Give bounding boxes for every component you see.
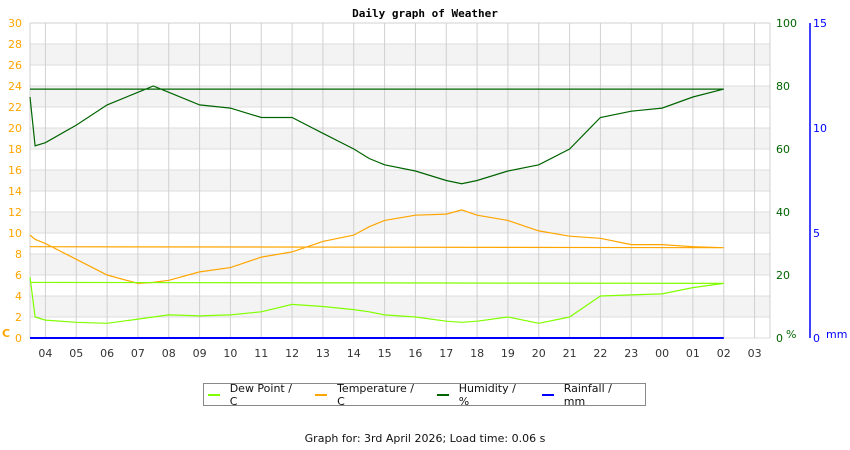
y-humidity-tick-label: 80 — [776, 80, 790, 93]
y-left-tick-label: 0 — [15, 332, 22, 345]
y-left-tick-label: 12 — [8, 206, 22, 219]
legend-label: Humidity / % — [458, 381, 516, 408]
legend-swatch — [315, 393, 328, 396]
x-tick-label: 15 — [378, 347, 392, 360]
grid-band — [30, 86, 770, 107]
x-tick-label: 00 — [655, 347, 669, 360]
y-rain-unit: mm — [826, 328, 847, 341]
x-tick-label: 09 — [193, 347, 207, 360]
grid-band — [30, 212, 770, 233]
legend-label: Dew Point / C — [229, 381, 292, 408]
x-tick-label: 13 — [316, 347, 330, 360]
y-humidity-tick-label: 60 — [776, 143, 790, 156]
x-tick-label: 11 — [254, 347, 268, 360]
x-tick-label: 21 — [563, 347, 577, 360]
legend: Dew Point / C Temperature / C Humidity / %… — [203, 382, 646, 408]
y-left-tick-label: 14 — [8, 185, 22, 198]
x-tick-label: 04 — [38, 347, 52, 360]
y-rain-tick-label: 15 — [813, 17, 827, 30]
y-left-tick-label: 22 — [8, 101, 22, 114]
x-tick-label: 10 — [223, 347, 237, 360]
y-left-tick-label: 6 — [15, 269, 22, 282]
y-left-tick-label: 2 — [15, 311, 22, 324]
weather-chart: Daily graph of Weather 02468101214161820… — [2, 7, 847, 360]
x-tick-label: 23 — [624, 347, 638, 360]
legend-swatch — [542, 393, 554, 396]
y-left-tick-label: 26 — [8, 59, 22, 72]
grid-band — [30, 254, 770, 275]
y-left-tick-label: 4 — [15, 290, 22, 303]
x-tick-label: 17 — [439, 347, 453, 360]
x-tick-label: 18 — [470, 347, 484, 360]
x-tick-label: 02 — [717, 347, 731, 360]
x-tick-label: 19 — [501, 347, 515, 360]
x-tick-label: 06 — [100, 347, 114, 360]
grid-band — [30, 128, 770, 149]
x-tick-label: 20 — [532, 347, 546, 360]
y-left-tick-label: 20 — [8, 122, 22, 135]
x-tick-label: 14 — [347, 347, 361, 360]
x-tick-label: 01 — [686, 347, 700, 360]
y-left-tick-label: 24 — [8, 80, 22, 93]
y-humidity-tick-label: 100 — [776, 17, 797, 30]
grid-band — [30, 296, 770, 317]
x-tick-label: 07 — [131, 347, 145, 360]
legend-swatch — [208, 393, 220, 396]
y-left-unit: C — [2, 327, 10, 340]
y-rain-tick-label: 0 — [813, 332, 820, 345]
y-humidity-tick-label: 0 — [776, 332, 783, 345]
y-left-tick-label: 8 — [15, 248, 22, 261]
y-humidity-tick-label: 20 — [776, 269, 790, 282]
legend-swatch — [437, 393, 449, 396]
legend-item: Rainfall / mm — [542, 382, 635, 408]
y-left-tick-label: 10 — [8, 227, 22, 240]
y-left-tick-label: 16 — [8, 164, 22, 177]
legend-label: Rainfall / mm — [563, 381, 612, 408]
y-humidity-tick-label: 40 — [776, 206, 790, 219]
legend-item: Temperature / C — [315, 382, 423, 408]
x-tick-label: 12 — [285, 347, 299, 360]
y-rain-tick-label: 10 — [813, 122, 827, 135]
grid-band — [30, 44, 770, 65]
legend-item: Dew Point / C — [208, 382, 301, 408]
y-rain-tick-label: 5 — [813, 227, 820, 240]
y-left-tick-label: 18 — [8, 143, 22, 156]
legend-label: Temperature / C — [337, 381, 414, 408]
x-tick-label: 08 — [162, 347, 176, 360]
x-tick-label: 16 — [408, 347, 422, 360]
y-left-tick-label: 30 — [8, 17, 22, 30]
footer-text: Graph for: 3rd April 2026; Load time: 0.… — [304, 432, 546, 445]
legend-item: Humidity / % — [437, 382, 528, 408]
x-tick-label: 22 — [593, 347, 607, 360]
grid-band — [30, 170, 770, 191]
x-tick-label: 03 — [748, 347, 762, 360]
x-tick-label: 05 — [69, 347, 83, 360]
chart-title: Daily graph of Weather — [352, 7, 498, 20]
y-humidity-unit: % — [786, 328, 796, 341]
y-left-tick-label: 28 — [8, 38, 22, 51]
